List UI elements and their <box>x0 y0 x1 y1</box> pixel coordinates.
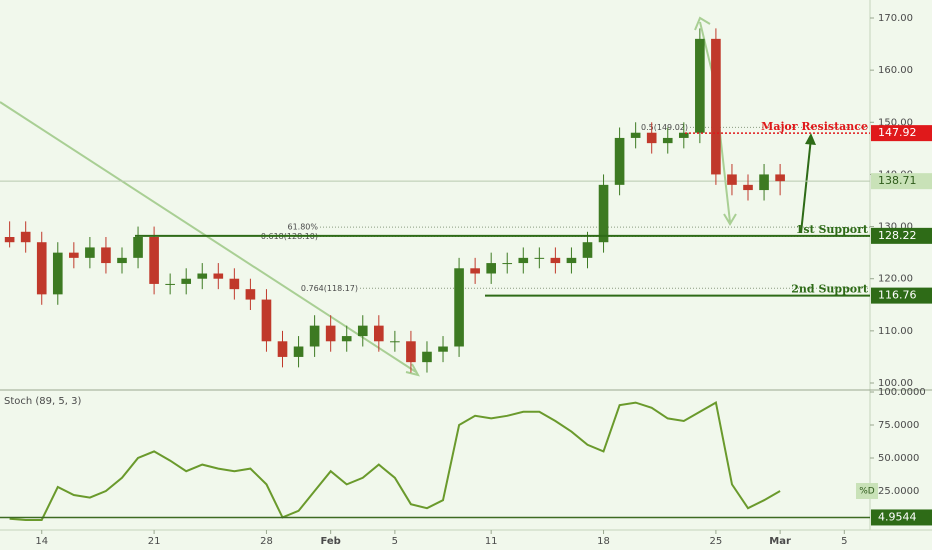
candle-body <box>582 242 593 258</box>
candle-body <box>775 174 785 182</box>
candle-body <box>309 325 320 347</box>
stoch-last-bg <box>871 509 932 526</box>
fib-label: 0.5(149.02) <box>641 123 688 132</box>
candle-body <box>711 38 721 175</box>
candle-body <box>52 252 63 295</box>
level-label: Major Resistance <box>761 120 868 133</box>
candle-body <box>534 257 545 259</box>
candle-body <box>36 242 47 295</box>
candle-body <box>20 231 31 243</box>
stoch-name-bg <box>856 483 878 499</box>
candle-body <box>438 346 448 352</box>
x-tick-label: 5 <box>841 536 847 547</box>
candle-body <box>181 278 192 284</box>
stoch-tick-label: 50.0000 <box>878 453 919 464</box>
x-tick-label: Feb <box>320 536 340 547</box>
level-price-label: 116.76 <box>878 289 917 302</box>
level-price-bg <box>871 227 932 244</box>
candle-body <box>630 132 641 138</box>
x-tick-label: 21 <box>148 536 161 547</box>
level-price-label: 128.22 <box>878 229 917 242</box>
level-label: 1st Support <box>796 223 869 236</box>
candle-body <box>85 247 95 258</box>
candle-body <box>454 268 464 347</box>
candle-body <box>470 268 480 274</box>
target-arrow <box>800 137 812 234</box>
x-tick-label: 25 <box>710 536 723 547</box>
stoch-name: %D <box>859 487 875 497</box>
candle-body <box>695 38 705 133</box>
last-price-label: 138.71 <box>878 174 917 187</box>
candle-body <box>261 299 272 342</box>
candle-body <box>117 257 127 264</box>
candle-body <box>197 273 208 279</box>
x-tick-label: 28 <box>260 536 273 547</box>
candle-body <box>165 283 175 285</box>
candle-body <box>325 325 336 342</box>
stoch-title: Stoch (89, 5, 3) <box>4 396 81 407</box>
candle-body <box>133 237 143 258</box>
candle-body <box>293 346 304 357</box>
candle-body <box>149 237 159 284</box>
stoch-line <box>9 401 781 521</box>
y-tick-label: 150.00 <box>878 117 913 128</box>
stoch-tick-label: 25.0000 <box>878 486 919 497</box>
candle-body <box>101 247 111 264</box>
y-tick-label: 170.00 <box>878 13 913 24</box>
candle-body <box>374 325 384 342</box>
trend-arrowhead <box>405 363 420 377</box>
candle-body <box>422 351 432 363</box>
y-tick-label: 120.00 <box>878 274 913 285</box>
candle-body <box>662 137 673 144</box>
candle-body <box>341 336 352 342</box>
y-tick-label: 110.00 <box>878 326 913 337</box>
candle-body <box>566 257 577 264</box>
level-price-bg <box>871 287 932 304</box>
candle-body <box>390 341 400 343</box>
candle-body <box>727 174 737 185</box>
stoch-last-label: 4.9544 <box>878 510 917 523</box>
x-tick-label: 18 <box>597 536 610 547</box>
stoch-tick-label: 100.0000 <box>878 387 926 398</box>
candle-body <box>614 137 625 185</box>
target-arrowhead <box>805 133 816 145</box>
y-tick-label: 130.00 <box>878 222 913 233</box>
candle-body <box>69 252 79 258</box>
candle-body <box>598 184 609 243</box>
candle-body <box>486 263 496 274</box>
candle-body <box>213 273 224 279</box>
last-price-bg <box>871 173 932 190</box>
candle-body <box>502 263 513 265</box>
candle-body <box>406 341 416 363</box>
candle-body <box>550 257 561 264</box>
path-arrows <box>694 16 737 226</box>
x-tick-label: 5 <box>392 536 398 547</box>
candle-body <box>518 257 529 264</box>
candle-body <box>646 132 657 144</box>
candle-body <box>277 341 288 357</box>
y-tick-label: 160.00 <box>878 65 913 76</box>
candle-body <box>229 278 240 290</box>
level-label: 2nd Support <box>791 283 869 296</box>
candle-body <box>759 174 769 191</box>
fib-label: 61.80% <box>287 223 318 232</box>
candle-body <box>245 289 256 300</box>
candle-body <box>4 237 15 243</box>
x-tick-label: 11 <box>485 536 498 547</box>
candle-body <box>357 325 368 337</box>
fib-label: 0.764(118.17) <box>301 284 358 293</box>
candle-body <box>743 184 753 191</box>
level-price-label: 147.92 <box>878 126 917 139</box>
level-price-bg <box>871 125 932 142</box>
y-tick-label: 100.00 <box>878 378 913 389</box>
x-tick-label: 14 <box>35 536 48 547</box>
stoch-tick-label: 75.0000 <box>878 420 919 431</box>
x-tick-label: Mar <box>769 536 791 547</box>
candle-body <box>678 132 689 138</box>
